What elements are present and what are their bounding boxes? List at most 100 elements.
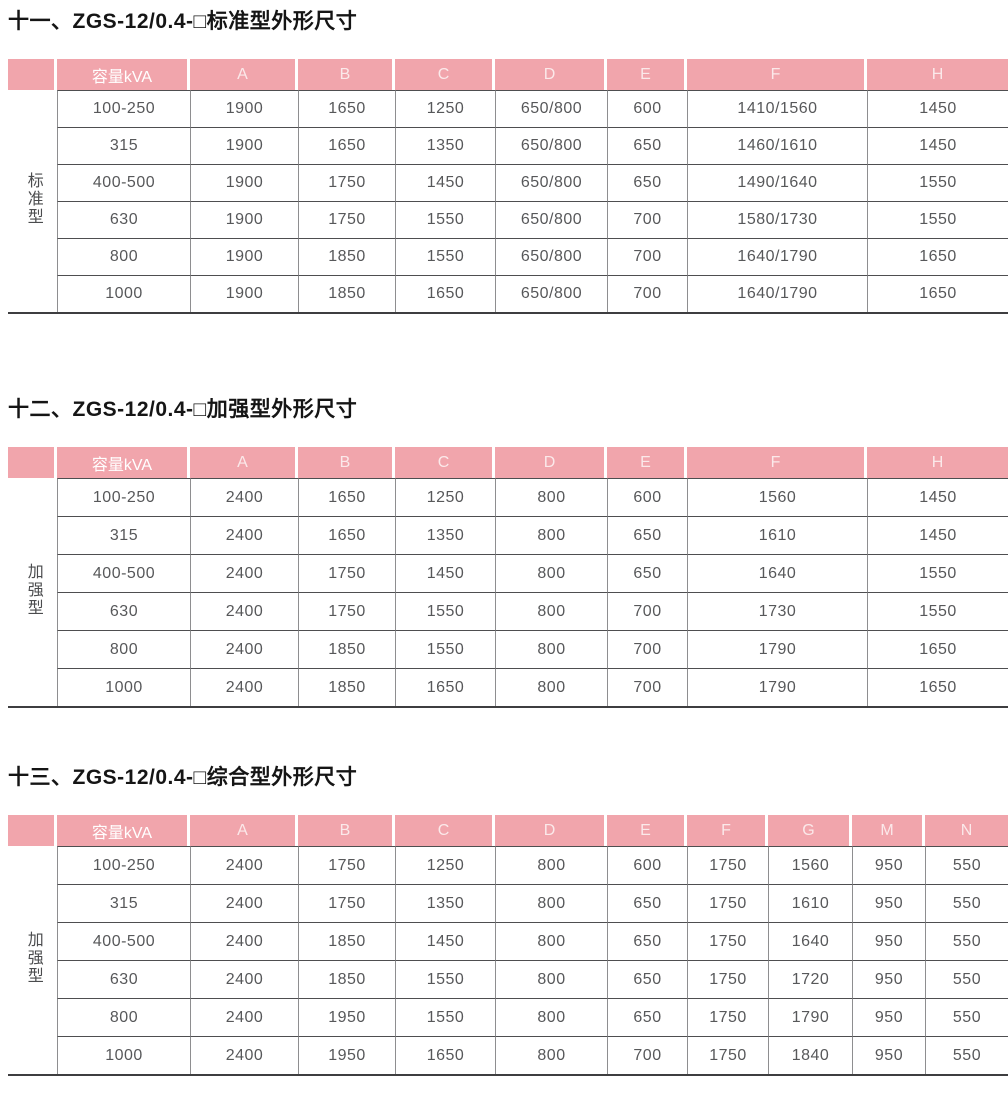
table-cell: 1900 xyxy=(190,201,298,238)
table-cell: 1900 xyxy=(190,90,298,127)
table-cell: 1610 xyxy=(687,516,867,554)
table-cell: 1490/1640 xyxy=(687,164,867,201)
table-cell: 1460/1610 xyxy=(687,127,867,164)
table-cell: 2400 xyxy=(190,1036,298,1074)
column-header: M xyxy=(852,815,925,846)
column-header: B xyxy=(298,59,395,90)
table-cell: 1650 xyxy=(395,275,495,312)
table-cell: 1350 xyxy=(395,884,495,922)
table-cell: 950 xyxy=(852,846,925,884)
table-row: 加强型 100-250 2400 1650 1250 800 600 1560 1450 xyxy=(8,478,1008,706)
table-row: 加强型 100-250 2400 1750 1250 800 600 1750 1560 950 5… xyxy=(8,846,1008,1074)
table-cell: 800 xyxy=(495,884,607,922)
table-cell: 1650 xyxy=(298,127,395,164)
table-cell: 1850 xyxy=(298,275,395,312)
table-cell: 1550 xyxy=(395,960,495,998)
table-row: 800 2400 1950 1550 800 650 1750 1790 950 550 xyxy=(8,998,1008,1036)
table-cell: 800 xyxy=(495,478,607,516)
side-label-header xyxy=(8,59,57,90)
table-cell: 1450 xyxy=(867,478,1008,516)
table-cell: 650 xyxy=(607,884,687,922)
table-cell: 700 xyxy=(607,275,687,312)
table-cell: 2400 xyxy=(190,922,298,960)
table-cell: 2400 xyxy=(190,960,298,998)
table-cell: 550 xyxy=(925,884,1008,922)
table-cell: 1750 xyxy=(687,884,768,922)
table-cell: 1650 xyxy=(867,238,1008,275)
column-header: B xyxy=(298,447,395,478)
column-header: C xyxy=(395,447,495,478)
table-cell: 630 xyxy=(57,201,190,238)
table-cell: 1450 xyxy=(395,554,495,592)
table-cell: 650 xyxy=(607,127,687,164)
table-cell: 800 xyxy=(495,846,607,884)
table-cell: 800 xyxy=(57,630,190,668)
table-cell: 1410/1560 xyxy=(687,90,867,127)
table-cell: 950 xyxy=(852,884,925,922)
table-cell: 800 xyxy=(495,668,607,706)
table-cell: 700 xyxy=(607,201,687,238)
table-cell: 650/800 xyxy=(495,275,607,312)
table-cell: 315 xyxy=(57,884,190,922)
table-cell: 800 xyxy=(495,592,607,630)
table-cell: 1750 xyxy=(298,201,395,238)
section-title-comprehensive: 十三、ZGS-12/0.4-□综合型外形尺寸 xyxy=(8,766,358,789)
table-cell: 100-250 xyxy=(57,846,190,884)
table-cell: 1750 xyxy=(298,554,395,592)
table-row: 800 1900 1850 1550 650/800 700 1640/1790 1650 xyxy=(8,238,1008,275)
table-cell: 1720 xyxy=(768,960,852,998)
table-cell: 650 xyxy=(607,960,687,998)
table-cell: 1730 xyxy=(687,592,867,630)
column-header: D xyxy=(495,447,607,478)
table-cell: 1650 xyxy=(395,1036,495,1074)
table-cell: 650/800 xyxy=(495,164,607,201)
table-cell: 800 xyxy=(495,554,607,592)
side-label-text: 加强型 xyxy=(24,562,42,617)
table-cell: 1850 xyxy=(298,960,395,998)
table-cell: 650/800 xyxy=(495,201,607,238)
table-cell: 650/800 xyxy=(495,90,607,127)
table-cell: 400-500 xyxy=(57,922,190,960)
table-cell: 650 xyxy=(607,998,687,1036)
table-cell: 1750 xyxy=(687,1036,768,1074)
table-cell: 1790 xyxy=(768,998,852,1036)
table-cell: 550 xyxy=(925,922,1008,960)
table-cell: 1650 xyxy=(867,275,1008,312)
table-cell: 2400 xyxy=(190,846,298,884)
table-cell: 1640 xyxy=(687,554,867,592)
table-cell: 1750 xyxy=(298,164,395,201)
table-row: 400-500 2400 1850 1450 800 650 1750 1640 950 550 xyxy=(8,922,1008,960)
table-cell: 400-500 xyxy=(57,554,190,592)
table-row: 1000 2400 1950 1650 800 700 1750 1840 950 550 xyxy=(8,1036,1008,1074)
table-cell: 100-250 xyxy=(57,90,190,127)
table-cell: 1650 xyxy=(395,668,495,706)
side-label: 加强型 xyxy=(8,478,57,706)
column-header: N xyxy=(925,815,1008,846)
table-row: 630 1900 1750 1550 650/800 700 1580/1730 1550 xyxy=(8,201,1008,238)
table-cell: 2400 xyxy=(190,516,298,554)
dimensions-table: 容量kVA A B C D E F H 加强型 100-250 2400 1650 1250 800 600… xyxy=(8,447,1008,708)
table-row: 1000 1900 1850 1650 650/800 700 1640/1790 1650 xyxy=(8,275,1008,312)
column-header: E xyxy=(607,447,687,478)
table-cell: 1000 xyxy=(57,275,190,312)
table-cell: 2400 xyxy=(190,478,298,516)
table-cell: 1550 xyxy=(395,998,495,1036)
column-header: 容量kVA xyxy=(57,815,190,846)
column-header: A xyxy=(190,59,298,90)
side-label: 加强型 xyxy=(8,846,57,1074)
table-cell: 1450 xyxy=(395,164,495,201)
table-row: 630 2400 1750 1550 800 700 1730 1550 xyxy=(8,592,1008,630)
table-cell: 1650 xyxy=(867,668,1008,706)
table-cell: 1450 xyxy=(867,90,1008,127)
column-header: 容量kVA xyxy=(57,59,190,90)
table-cell: 1750 xyxy=(298,592,395,630)
table-cell: 1560 xyxy=(687,478,867,516)
table-cell: 315 xyxy=(57,516,190,554)
table-cell: 1790 xyxy=(687,668,867,706)
column-header: F xyxy=(687,447,867,478)
table-cell: 1900 xyxy=(190,238,298,275)
table-cell: 1250 xyxy=(395,846,495,884)
table-cell: 650 xyxy=(607,554,687,592)
table-cell: 650/800 xyxy=(495,127,607,164)
